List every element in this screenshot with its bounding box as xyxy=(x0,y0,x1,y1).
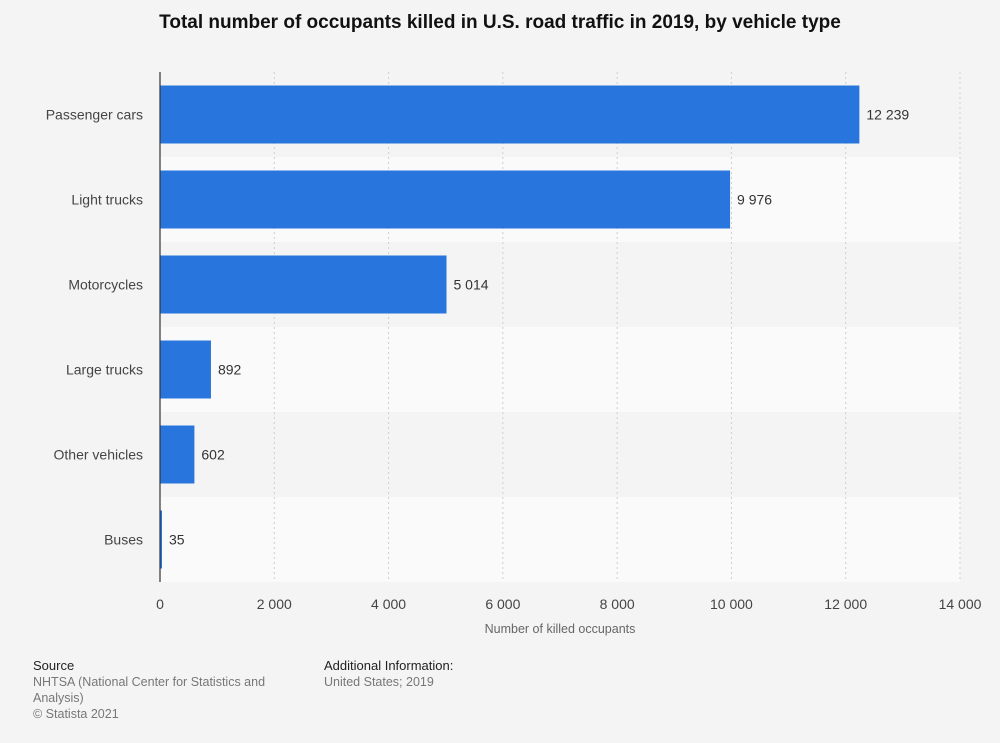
source-heading: Source xyxy=(33,658,75,673)
row-band xyxy=(160,412,960,497)
source-block: Source NHTSA (National Center for Statis… xyxy=(33,658,283,722)
additional-info-block: Additional Information: United States; 2… xyxy=(324,658,624,690)
category-label: Motorcycles xyxy=(68,277,143,293)
bar xyxy=(160,85,860,144)
data-label: 602 xyxy=(201,447,225,463)
x-tick-label: 14 000 xyxy=(939,596,982,612)
x-tick-label: 0 xyxy=(156,596,164,612)
bar xyxy=(160,170,731,229)
info-text: United States; 2019 xyxy=(324,675,434,689)
category-label: Other vehicles xyxy=(54,447,143,463)
x-tick-label: 8 000 xyxy=(600,596,635,612)
data-label: 9 976 xyxy=(737,192,772,208)
category-label: Passenger cars xyxy=(46,107,143,123)
row-band xyxy=(160,327,960,412)
x-tick-label: 2 000 xyxy=(257,596,292,612)
x-tick-label: 4 000 xyxy=(371,596,406,612)
bar xyxy=(160,340,211,399)
info-heading: Additional Information: xyxy=(324,658,454,673)
bar-chart: 12 239 Passenger cars 9 976 Light trucks 5 0… xyxy=(46,72,982,636)
data-label: 12 239 xyxy=(866,107,909,123)
category-label: Buses xyxy=(104,532,143,548)
bar xyxy=(160,255,447,314)
x-tick-label: 10 000 xyxy=(710,596,753,612)
source-text: NHTSA (National Center for Statistics an… xyxy=(33,675,266,705)
data-label: 5 014 xyxy=(454,277,489,293)
x-tick-label: 12 000 xyxy=(824,596,867,612)
data-label: 892 xyxy=(218,362,242,378)
bar xyxy=(160,425,195,484)
x-axis-title: Number of killed occupants xyxy=(485,622,636,636)
category-label: Light trucks xyxy=(71,192,143,208)
x-tick-label: 6 000 xyxy=(485,596,520,612)
row-band xyxy=(160,497,960,582)
copyright-text: © Statista 2021 xyxy=(33,707,119,721)
category-label: Large trucks xyxy=(66,362,143,378)
bar xyxy=(160,510,162,569)
data-label: 35 xyxy=(169,532,185,548)
chart-title: Total number of occupants killed in U.S.… xyxy=(159,12,841,33)
